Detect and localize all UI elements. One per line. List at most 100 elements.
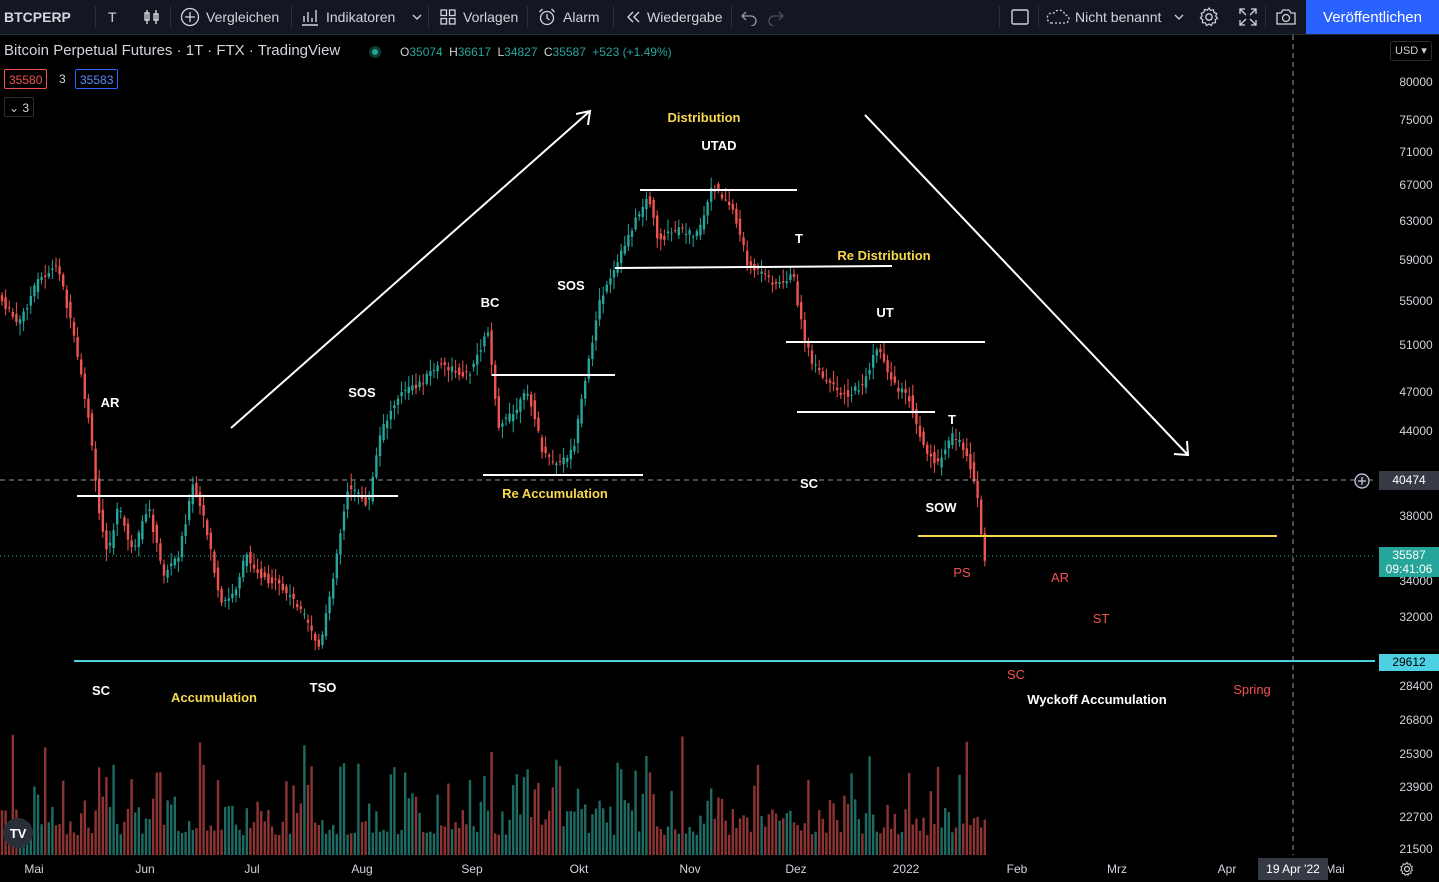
candle-body xyxy=(414,384,418,389)
candle-body xyxy=(314,633,317,641)
price-chart[interactable]: AR SC TSO SOS BC SOS UTAD T UT SC T SOW … xyxy=(0,35,1439,882)
chart-type-button[interactable] xyxy=(143,0,161,34)
sell-button[interactable]: 35580 xyxy=(4,69,48,89)
candle-body xyxy=(404,389,407,391)
volume-bar xyxy=(742,815,745,855)
buy-button[interactable]: 35583 xyxy=(75,69,119,89)
volume-bar xyxy=(389,774,392,855)
volume-bar xyxy=(231,805,234,855)
settings-button[interactable] xyxy=(1198,0,1220,34)
divider xyxy=(731,6,732,28)
candle-body xyxy=(926,444,929,454)
alert-label: Alarm xyxy=(563,9,600,25)
candle-body xyxy=(861,384,864,386)
tradingview-logo[interactable]: TV xyxy=(3,818,33,848)
volume-bar xyxy=(332,824,335,855)
volume-bar xyxy=(951,832,954,855)
publish-button[interactable]: Veröffentlichen xyxy=(1306,0,1439,34)
volume-bar xyxy=(879,833,882,855)
candle-body xyxy=(598,299,601,320)
label-st: ST xyxy=(1093,611,1110,626)
trend-arrow-up[interactable] xyxy=(230,110,591,429)
volume-bar xyxy=(90,833,94,855)
candle-body xyxy=(256,569,259,573)
undo-button[interactable] xyxy=(740,0,758,34)
low-label: L xyxy=(497,45,505,59)
volume-bar xyxy=(645,755,648,855)
volume-bar xyxy=(782,818,785,855)
candle-body xyxy=(796,281,799,306)
axis-settings-button[interactable] xyxy=(1399,861,1415,877)
volume-bar xyxy=(382,829,385,855)
chevron-down-icon xyxy=(1174,14,1184,20)
fullscreen-button[interactable] xyxy=(1238,0,1258,34)
label-sow: SOW xyxy=(925,500,957,515)
candle-body xyxy=(890,372,893,380)
arrow-head xyxy=(575,109,592,126)
volume-bar xyxy=(897,834,900,855)
candle-body xyxy=(908,396,911,402)
candle-body xyxy=(720,194,724,199)
alert-button[interactable]: Alarm xyxy=(537,0,600,34)
divider xyxy=(95,6,96,28)
candle-body xyxy=(850,394,853,396)
top-toolbar: BTCPERP T Vergleichen Indikatoren Vorlag… xyxy=(0,0,1439,35)
volume-bar xyxy=(216,780,220,855)
ohlc-values: O35074 H36617 L34827 C35587 +523 (+1.49%… xyxy=(400,45,672,59)
volume-bar xyxy=(735,828,738,855)
candle-body xyxy=(130,540,133,548)
candle-body xyxy=(105,530,108,550)
indicators-button[interactable]: Indikatoren xyxy=(300,0,395,34)
volume-bar xyxy=(144,818,148,855)
candle-body xyxy=(47,273,50,277)
range-line[interactable] xyxy=(614,265,893,269)
price-axis[interactable]: 80000 75000 71000 67000 63000 59000 55000 51000… xyxy=(1375,35,1439,856)
drawings[interactable] xyxy=(74,109,1375,662)
market-status-icon[interactable] xyxy=(369,46,381,58)
indicators-toggle[interactable]: ⌄ 3 xyxy=(4,97,35,117)
trend-arrow-down[interactable] xyxy=(864,114,1189,456)
symbol-search[interactable]: BTCPERP xyxy=(4,0,71,34)
volume-bar xyxy=(702,823,706,855)
candle-body xyxy=(260,568,263,578)
candle-body xyxy=(886,360,889,373)
time-axis[interactable]: Mai Jun Jul Aug Sep Okt Nov Dez 2022 Feb Mrz Apr Mai xyxy=(24,862,1344,876)
candle-body xyxy=(472,363,475,368)
volume-bar xyxy=(663,834,666,855)
candle-body xyxy=(270,577,274,584)
candle-body xyxy=(396,398,400,405)
volume-bar xyxy=(162,824,166,855)
undo-icon xyxy=(741,11,757,26)
compare-button[interactable]: Vergleichen xyxy=(180,0,279,34)
volume-bar xyxy=(166,800,169,855)
camera-icon xyxy=(1276,9,1296,25)
redo-button[interactable] xyxy=(767,0,785,34)
candle-body xyxy=(569,449,572,460)
currency-select[interactable]: USD ▾ xyxy=(1390,41,1432,61)
volume-bar xyxy=(512,785,515,855)
volume-bar xyxy=(328,829,331,855)
replay-button[interactable]: Wiedergabe xyxy=(624,0,723,34)
interval-button[interactable]: T xyxy=(108,0,117,34)
volume-bar xyxy=(414,796,418,855)
templates-button[interactable]: Vorlagen xyxy=(439,0,518,34)
candle-body xyxy=(368,497,371,500)
candle-body xyxy=(198,492,202,507)
indicators-label: Indikatoren xyxy=(326,9,396,25)
volume-bar xyxy=(764,826,767,855)
indicators-dropdown[interactable] xyxy=(412,0,422,34)
add-alert-icon[interactable] xyxy=(1353,472,1371,490)
volume-bar xyxy=(450,829,454,855)
volume-bar xyxy=(789,810,792,855)
divider xyxy=(527,6,528,28)
volume-bar xyxy=(130,779,133,855)
snapshot-button[interactable] xyxy=(1275,0,1297,34)
time-tick-label: Nov xyxy=(679,862,700,876)
fullscreen-layout-button[interactable] xyxy=(1010,0,1030,34)
layout-dropdown[interactable] xyxy=(1174,0,1184,34)
volume-bar xyxy=(371,832,374,855)
volume-bar xyxy=(634,770,637,855)
layout-name-button[interactable]: Nicht benannt xyxy=(1045,0,1161,34)
candle-body xyxy=(213,551,216,573)
candle-body xyxy=(386,420,389,429)
